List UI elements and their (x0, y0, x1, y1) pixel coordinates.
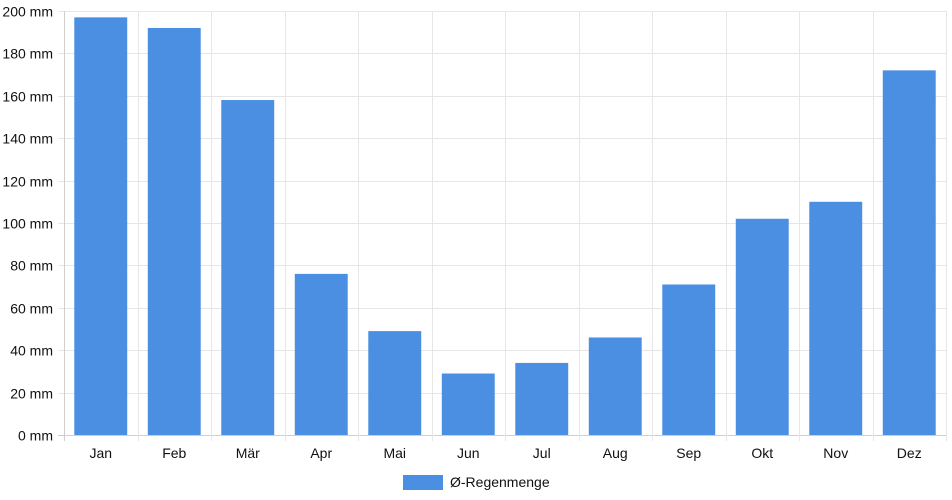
legend: Ø-Regenmenge (403, 474, 550, 490)
grid-lines (58, 11, 947, 441)
bar-aug (588, 337, 642, 435)
y-tick-label: 200 mm (2, 4, 53, 20)
bar-jan (74, 17, 128, 436)
x-tick-label: Jul (533, 445, 551, 461)
bar-dez (882, 70, 936, 436)
bar-nov (809, 201, 863, 435)
x-axis-tick-labels: Jan Feb Mär Apr Mai Jun Jul Aug Sep Okt Nov Dez (89, 445, 921, 461)
y-tick-label: 100 mm (2, 216, 53, 232)
x-tick-label: Dez (897, 445, 922, 461)
x-tick-label: Nov (823, 445, 848, 461)
bar-apr (294, 273, 348, 435)
x-tick-label: Feb (162, 445, 186, 461)
bar-jul (515, 362, 569, 435)
x-tick-label: Jan (89, 445, 112, 461)
x-tick-label: Mai (383, 445, 406, 461)
bar-sep (662, 284, 716, 435)
bar-jun (441, 373, 495, 435)
y-tick-label: 120 mm (2, 174, 53, 190)
y-tick-label: 140 mm (2, 131, 53, 147)
x-tick-label: Apr (310, 445, 332, 461)
y-tick-label: 0 mm (18, 428, 53, 444)
x-tick-label: Jun (457, 445, 480, 461)
legend-label: Ø-Regenmenge (450, 474, 550, 490)
y-tick-label: 60 mm (10, 301, 53, 317)
x-tick-label: Okt (751, 445, 773, 461)
bars (74, 17, 936, 436)
bar-mai (368, 331, 422, 435)
legend-swatch (403, 475, 443, 490)
y-tick-label: 40 mm (10, 343, 53, 359)
y-axis-tick-labels: 0 mm 20 mm 40 mm 60 mm 80 mm 100 mm 120 mm 140 … (2, 4, 53, 444)
bar-feb (147, 27, 201, 436)
x-tick-label: Sep (676, 445, 701, 461)
y-tick-label: 180 mm (2, 46, 53, 62)
x-tick-label: Aug (603, 445, 628, 461)
y-tick-label: 20 mm (10, 386, 53, 402)
bar-okt (735, 218, 789, 435)
bar-mär (221, 100, 275, 435)
x-tick-label: Mär (236, 445, 260, 461)
y-tick-label: 80 mm (10, 258, 53, 274)
y-tick-label: 160 mm (2, 89, 53, 105)
